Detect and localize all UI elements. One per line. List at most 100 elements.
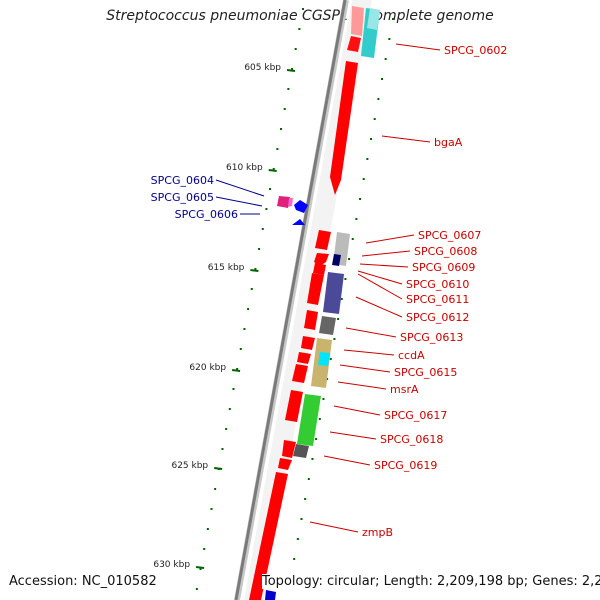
gc-dot bbox=[236, 368, 239, 370]
skew-dot bbox=[392, 18, 394, 20]
gene-label[interactable]: SPCG_0604 bbox=[151, 174, 214, 187]
skew-dot bbox=[333, 338, 336, 340]
gene-bgaA[interactable] bbox=[330, 61, 358, 195]
gene-spcg-0617[interactable] bbox=[282, 440, 296, 458]
skew-dot bbox=[315, 438, 318, 440]
skew-dot bbox=[307, 478, 310, 480]
label-leader bbox=[355, 296, 403, 318]
skew-dot bbox=[377, 98, 380, 100]
label-leader bbox=[333, 405, 381, 416]
kbp-tick-label: 605 kbp bbox=[244, 63, 281, 73]
gc-dot bbox=[254, 268, 257, 270]
gene-label[interactable]: bgaA bbox=[434, 136, 463, 149]
gene-spcg-0602[interactable] bbox=[347, 36, 361, 52]
label-leader bbox=[365, 234, 415, 244]
skew-dot bbox=[359, 198, 362, 200]
skew-dot bbox=[337, 318, 340, 320]
label-leader bbox=[345, 327, 397, 338]
kbp-tick-label: 620 kbp bbox=[189, 363, 226, 373]
skew-dot bbox=[355, 218, 358, 220]
kbp-tick bbox=[250, 269, 259, 272]
box-darkgrey-0612[interactable] bbox=[319, 316, 336, 335]
box-blue-bottom[interactable] bbox=[265, 590, 276, 600]
box-cyan-ccdA[interactable] bbox=[318, 352, 330, 366]
gene-label[interactable]: SPCG_0605 bbox=[151, 191, 214, 204]
gc-dot bbox=[272, 168, 275, 170]
gene-spcg-0610[interactable] bbox=[307, 273, 324, 305]
gene-spcg-0604-tip[interactable] bbox=[288, 198, 293, 207]
skew-dot bbox=[370, 138, 373, 140]
gene-spcg-0619[interactable] bbox=[278, 458, 292, 470]
skew-dot bbox=[381, 78, 384, 80]
label-leader bbox=[395, 43, 441, 51]
gene-spcg-0615[interactable] bbox=[292, 364, 308, 383]
gene-spcg-0604[interactable] bbox=[277, 196, 290, 208]
gc-dot bbox=[276, 148, 279, 150]
skew-dot bbox=[329, 358, 332, 360]
gene-label[interactable]: SPCG_0609 bbox=[412, 261, 475, 274]
skew-dot bbox=[293, 558, 296, 560]
gene-label[interactable]: SPCG_0607 bbox=[418, 229, 481, 242]
box-purple-0611[interactable] bbox=[323, 272, 344, 314]
gene-label[interactable]: SPCG_0610 bbox=[406, 278, 469, 291]
gene-label[interactable]: SPCG_0618 bbox=[380, 433, 443, 446]
gene-spcg-0606[interactable] bbox=[292, 219, 305, 225]
box-grey-0619[interactable] bbox=[293, 444, 309, 458]
gene-label[interactable]: zmpB bbox=[362, 526, 393, 539]
gene-labels-left: SPCG_0604 SPCG_0605 SPCG_0606 bbox=[151, 174, 265, 221]
label-leader bbox=[359, 263, 409, 268]
kbp-tick bbox=[231, 369, 241, 372]
gene-label[interactable]: SPCG_0606 bbox=[175, 208, 238, 221]
gene-msrA[interactable] bbox=[285, 390, 303, 422]
gc-dot bbox=[280, 128, 283, 130]
gc-dot bbox=[283, 108, 286, 110]
gene-label[interactable]: SPCG_0602 bbox=[444, 44, 507, 57]
gene-label[interactable]: ccdA bbox=[398, 349, 425, 362]
skew-dot bbox=[296, 538, 299, 540]
gc-dot bbox=[210, 508, 213, 510]
gene-labels-right: SPCG_0602 bgaA SPCG_0607 SPCG_0608 SPCG_0609… bbox=[309, 43, 507, 539]
gene-label[interactable]: SPCG_0611 bbox=[406, 293, 469, 306]
gene-spcg-0612[interactable] bbox=[304, 310, 318, 330]
gc-dot bbox=[269, 188, 272, 190]
skew-dot bbox=[388, 38, 391, 40]
skew-dot bbox=[344, 278, 347, 280]
gc-dot bbox=[287, 88, 290, 90]
label-leader bbox=[339, 364, 391, 373]
gene-label[interactable]: SPCG_0608 bbox=[414, 245, 477, 258]
label-leader bbox=[381, 135, 431, 143]
gc-dot bbox=[265, 208, 268, 210]
box-navy-0608[interactable] bbox=[332, 254, 341, 266]
label-leader bbox=[309, 521, 359, 533]
gene-spcg-0613[interactable] bbox=[301, 336, 315, 350]
gene-label[interactable]: SPCG_0612 bbox=[406, 311, 469, 324]
gene-spcg-0607-block[interactable] bbox=[315, 230, 331, 250]
gene-spcg-0605[interactable] bbox=[294, 200, 308, 213]
kbp-tick bbox=[214, 467, 223, 470]
label-leader bbox=[361, 250, 411, 257]
gene-zmpB[interactable] bbox=[249, 472, 288, 600]
skew-dot bbox=[304, 498, 307, 500]
gene-spcg-0608[interactable] bbox=[314, 253, 329, 266]
outer-dot-track bbox=[195, 8, 304, 590]
gene-label[interactable]: SPCG_0617 bbox=[384, 409, 447, 422]
box-green-0617[interactable] bbox=[297, 394, 321, 446]
gc-dot bbox=[232, 388, 235, 390]
gene-label[interactable]: SPCG_0615 bbox=[394, 366, 457, 379]
skew-dot bbox=[348, 258, 351, 260]
gene-spcg-0602-top[interactable] bbox=[351, 6, 364, 36]
gene-spcg-0609[interactable] bbox=[313, 263, 326, 275]
gene-ccdA[interactable] bbox=[297, 352, 311, 364]
gene-label[interactable]: msrA bbox=[390, 383, 419, 396]
inner-dot-track bbox=[293, 18, 394, 560]
gc-dot bbox=[250, 288, 253, 290]
label-leader bbox=[323, 455, 371, 466]
gc-dot bbox=[203, 548, 206, 550]
gene-label[interactable]: SPCG_0619 bbox=[374, 459, 437, 472]
label-leader bbox=[357, 270, 403, 285]
gene-label[interactable]: SPCG_0613 bbox=[400, 331, 463, 344]
topology-text: Topology: circular; Length: 2,209,198 bp… bbox=[262, 574, 600, 589]
kbp-ruler: 605 kbp 610 kbp 615 kbp 620 kbp 625 kbp 630 k… bbox=[153, 63, 296, 570]
box-cyan-light[interactable] bbox=[367, 8, 380, 30]
